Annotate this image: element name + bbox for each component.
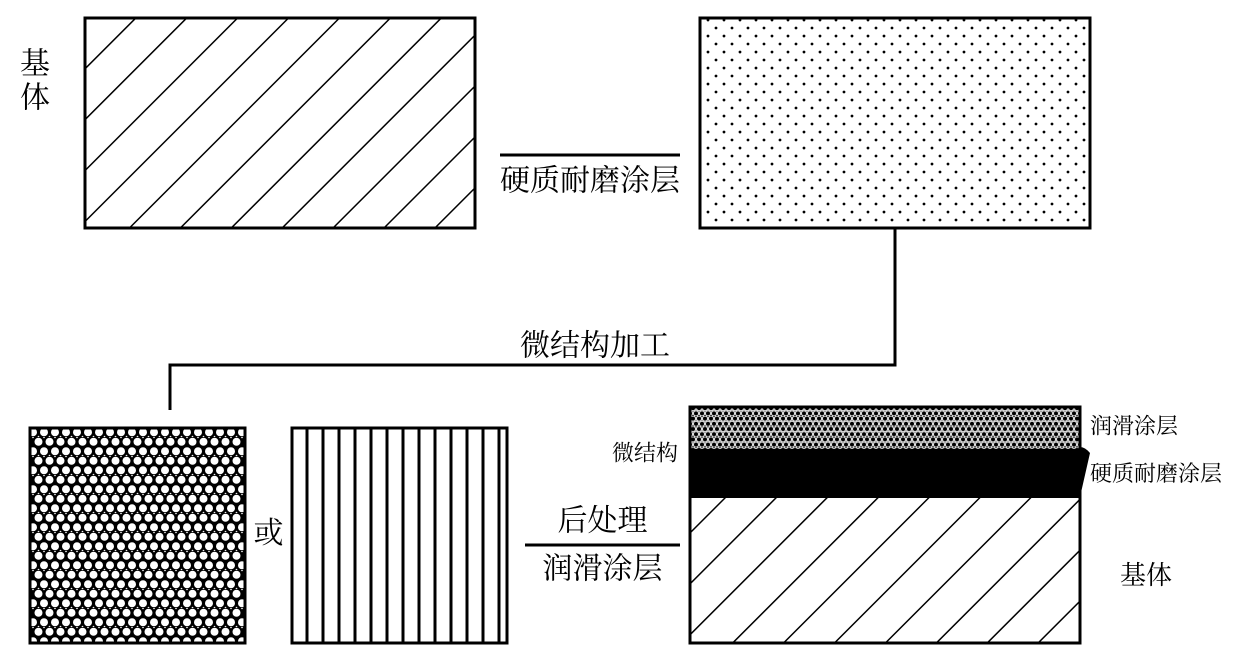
final-lube-layer xyxy=(690,407,1080,449)
box-micro-stripes xyxy=(292,428,507,643)
box-substrate xyxy=(85,18,475,228)
label-final-micro: 微结构 xyxy=(612,437,678,468)
final-microstructure xyxy=(690,447,1090,497)
label-final-hard: 硬质耐磨涂层 xyxy=(1090,457,1222,488)
final-substrate xyxy=(690,497,1080,643)
label-bottom-bot: 润滑涂层 xyxy=(543,544,663,588)
label-arrow-top: 硬质耐磨涂层 xyxy=(500,156,680,200)
label-final-lube: 润滑涂层 xyxy=(1090,410,1178,441)
label-substrate-side: 体 xyxy=(20,73,50,117)
box-micro-circles xyxy=(30,428,245,643)
label-or: 或 xyxy=(254,508,284,552)
label-mid-process: 微结构加工 xyxy=(520,321,670,365)
arrow-mid xyxy=(170,228,895,410)
label-bottom-top: 后处理 xyxy=(558,496,648,540)
label-final-sub: 基体 xyxy=(1120,555,1172,592)
box-coated xyxy=(700,18,1090,228)
